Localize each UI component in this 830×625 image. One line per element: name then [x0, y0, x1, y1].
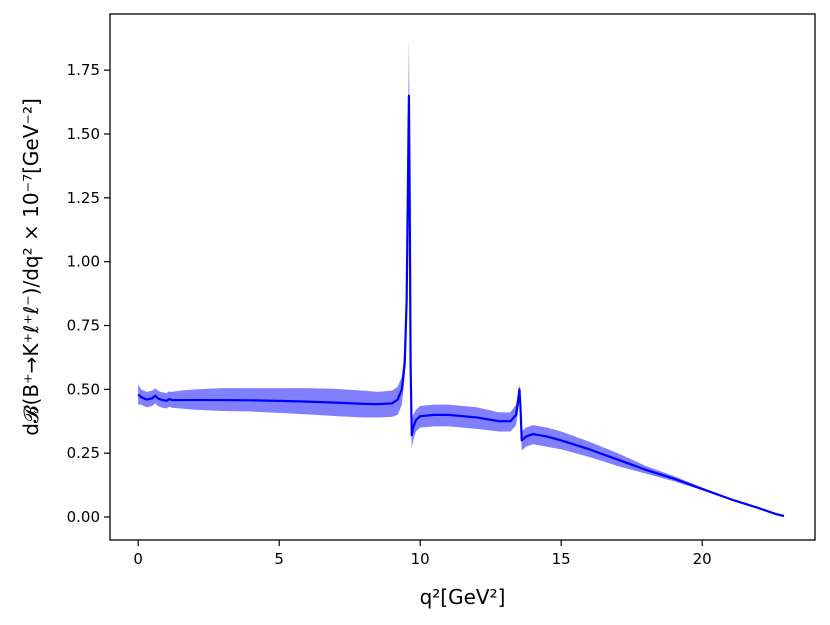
y-tick-label: 1.75	[67, 61, 100, 79]
x-tick-label: 15	[552, 550, 571, 568]
y-tick-label: 0.00	[67, 508, 100, 526]
x-tick-label: 5	[274, 550, 284, 568]
x-tick-label: 20	[693, 550, 712, 568]
x-tick-label: 10	[411, 550, 430, 568]
plot-layer	[137, 36, 785, 518]
uncertainty-band	[138, 36, 784, 517]
y-tick-label: 0.25	[67, 444, 100, 462]
y-tick-label: 1.50	[67, 125, 100, 143]
series-line-0	[137, 94, 785, 518]
x-axis-label: q²[GeV²]	[420, 585, 506, 609]
y-tick-label: 1.25	[67, 189, 100, 207]
y-tick-label: 0.50	[67, 380, 100, 398]
y-axis-label: d𝓑(B⁺→K⁺ℓ⁺ℓ⁻)/dq² × 10⁻⁷[GeV⁻²]	[19, 98, 43, 436]
x-tick-label: 0	[133, 550, 143, 568]
plot-frame	[109, 13, 816, 541]
y-tick-label: 0.75	[67, 317, 100, 335]
x-axis-ticks: 0 5 10 15 20	[133, 540, 712, 568]
y-axis-ticks: 0.00 0.25 0.50 0.75 1.00 1.25 1.50 1.75	[67, 61, 110, 526]
y-tick-label: 1.00	[67, 253, 100, 271]
